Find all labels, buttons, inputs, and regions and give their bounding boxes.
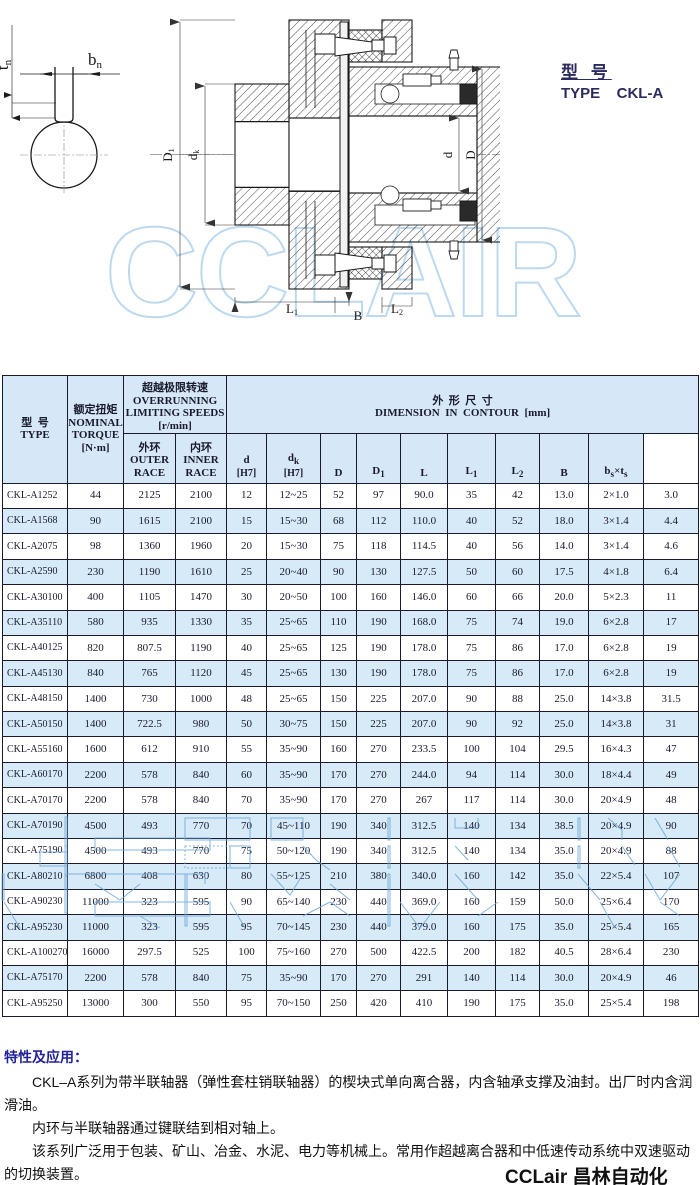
svg-text:L2: L2 xyxy=(391,301,403,317)
svg-text:dk: dk xyxy=(185,150,201,161)
svg-text:bn: bn xyxy=(88,50,103,71)
svg-text:B: B xyxy=(354,308,363,320)
svg-text:D: D xyxy=(463,150,478,159)
svg-text:D1: D1 xyxy=(160,148,176,161)
svg-text:tn: tn xyxy=(0,59,14,70)
svg-text:L1: L1 xyxy=(286,301,298,317)
svg-text:d: d xyxy=(440,151,455,158)
